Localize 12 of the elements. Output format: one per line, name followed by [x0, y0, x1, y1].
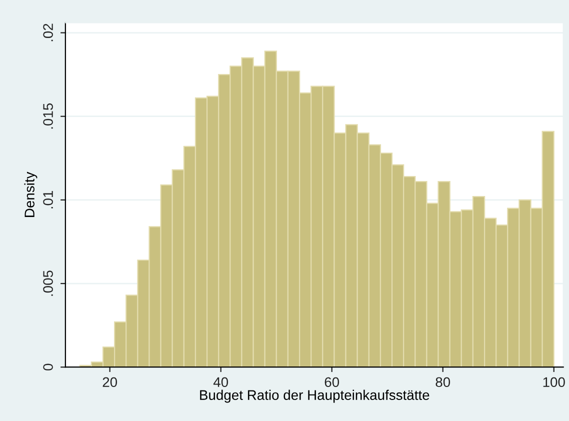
y-tick-label: .015 — [43, 103, 53, 129]
x-tick-label: 100 — [543, 377, 565, 388]
x-axis-title: Budget Ratio der Haupteinkaufsstätte — [200, 390, 430, 403]
y-tick-label: .01 — [43, 190, 53, 208]
x-tick-label: 20 — [102, 377, 118, 388]
y-tick-label: .02 — [43, 24, 53, 42]
y-tick-label: .005 — [43, 270, 53, 296]
x-tick-label: 80 — [436, 377, 450, 388]
x-tick-label: 60 — [324, 377, 340, 388]
y-axis-title: Density — [24, 172, 38, 217]
x-tick-label: 40 — [213, 377, 228, 388]
y-tick-label: 0 — [43, 364, 53, 370]
